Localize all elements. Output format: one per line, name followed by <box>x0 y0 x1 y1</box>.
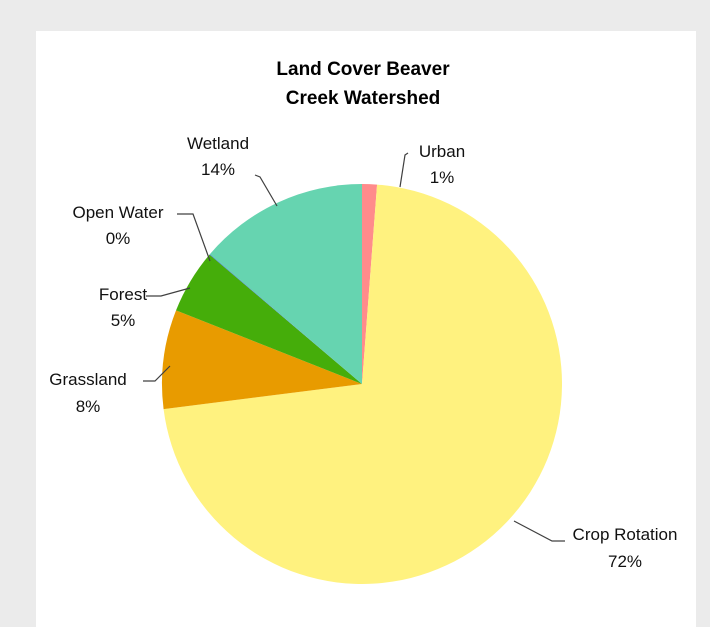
slice-label-forest: Forest <box>99 285 147 304</box>
slice-label-open-water: Open Water <box>72 203 163 222</box>
leader-line-forest <box>146 287 191 297</box>
leader-line-wetland <box>254 174 278 207</box>
slice-percent-urban: 1% <box>430 168 455 187</box>
slice-wetland <box>209 184 362 384</box>
slice-percent-open-water: 0% <box>106 229 131 248</box>
chart-card: Land Cover Beaver Creek Watershed Urban 1… <box>36 31 696 627</box>
slice-crop-rotation <box>163 184 563 585</box>
slice-label-wetland: Wetland <box>187 134 249 153</box>
slice-open-water <box>209 254 362 384</box>
chart-title-line-1: Land Cover Beaver <box>276 59 450 80</box>
slice-forest <box>176 254 362 384</box>
slice-percent-crop-rotation: 72% <box>608 552 642 571</box>
slice-label-urban: Urban <box>419 142 465 161</box>
slice-percent-grassland: 8% <box>76 397 101 416</box>
slice-urban <box>362 184 378 384</box>
leader-line-urban <box>399 152 409 188</box>
leader-line-open-water <box>177 213 211 262</box>
leader-lines <box>143 152 565 542</box>
leader-line-grassland <box>143 365 171 382</box>
slice-labels: Urban 1% Crop Rotation 72% Grassland 8% Forest… <box>49 134 677 571</box>
slice-percent-forest: 5% <box>111 311 136 330</box>
slice-label-crop-rotation: Crop Rotation <box>573 525 678 544</box>
pie-chart: Land Cover Beaver Creek Watershed Urban 1… <box>49 59 677 585</box>
chart-title-line-2: Creek Watershed <box>286 88 441 109</box>
slice-label-grassland: Grassland <box>49 370 126 389</box>
slice-percent-wetland: 14% <box>201 160 235 179</box>
pie-slices <box>162 184 563 585</box>
leader-line-crop-rotation <box>513 520 565 542</box>
slice-grassland <box>162 310 362 410</box>
